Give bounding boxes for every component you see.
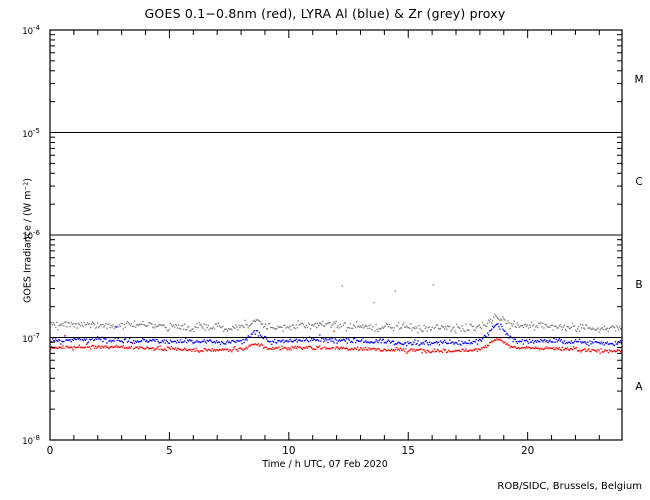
x-tick-label: 10: [282, 445, 296, 457]
credit-line: ROB/SIDC, Brussels, Belgium: [497, 481, 642, 492]
x-tick-label: 20: [520, 445, 535, 457]
x-axis-title: Time / h UTC, 07 Feb 2020: [262, 459, 388, 470]
series-2: [50, 323, 622, 347]
series-3: [50, 330, 622, 354]
series-1: [50, 284, 622, 334]
flare-class-label-m: M: [634, 73, 644, 86]
data-series-group: [50, 284, 622, 354]
x-tick-label: 5: [166, 445, 173, 457]
y-tick-label: 10-8: [22, 434, 40, 447]
flare-class-label-c: C: [635, 176, 643, 189]
flare-class-label-b: B: [635, 278, 643, 291]
y-tick-label: 10-4: [22, 24, 40, 37]
x-tick-label: 15: [401, 445, 415, 457]
chart-title: GOES 0.1−0.8nm (red), LYRA Al (blue) & Z…: [144, 6, 506, 21]
y-tick-label: 10-5: [22, 126, 40, 140]
flare-class-label-a: A: [635, 381, 643, 394]
y-tick-label: 10-7: [22, 331, 40, 345]
x-tick-label: 0: [46, 445, 54, 457]
y-tick-label: 10-6: [22, 229, 40, 242]
